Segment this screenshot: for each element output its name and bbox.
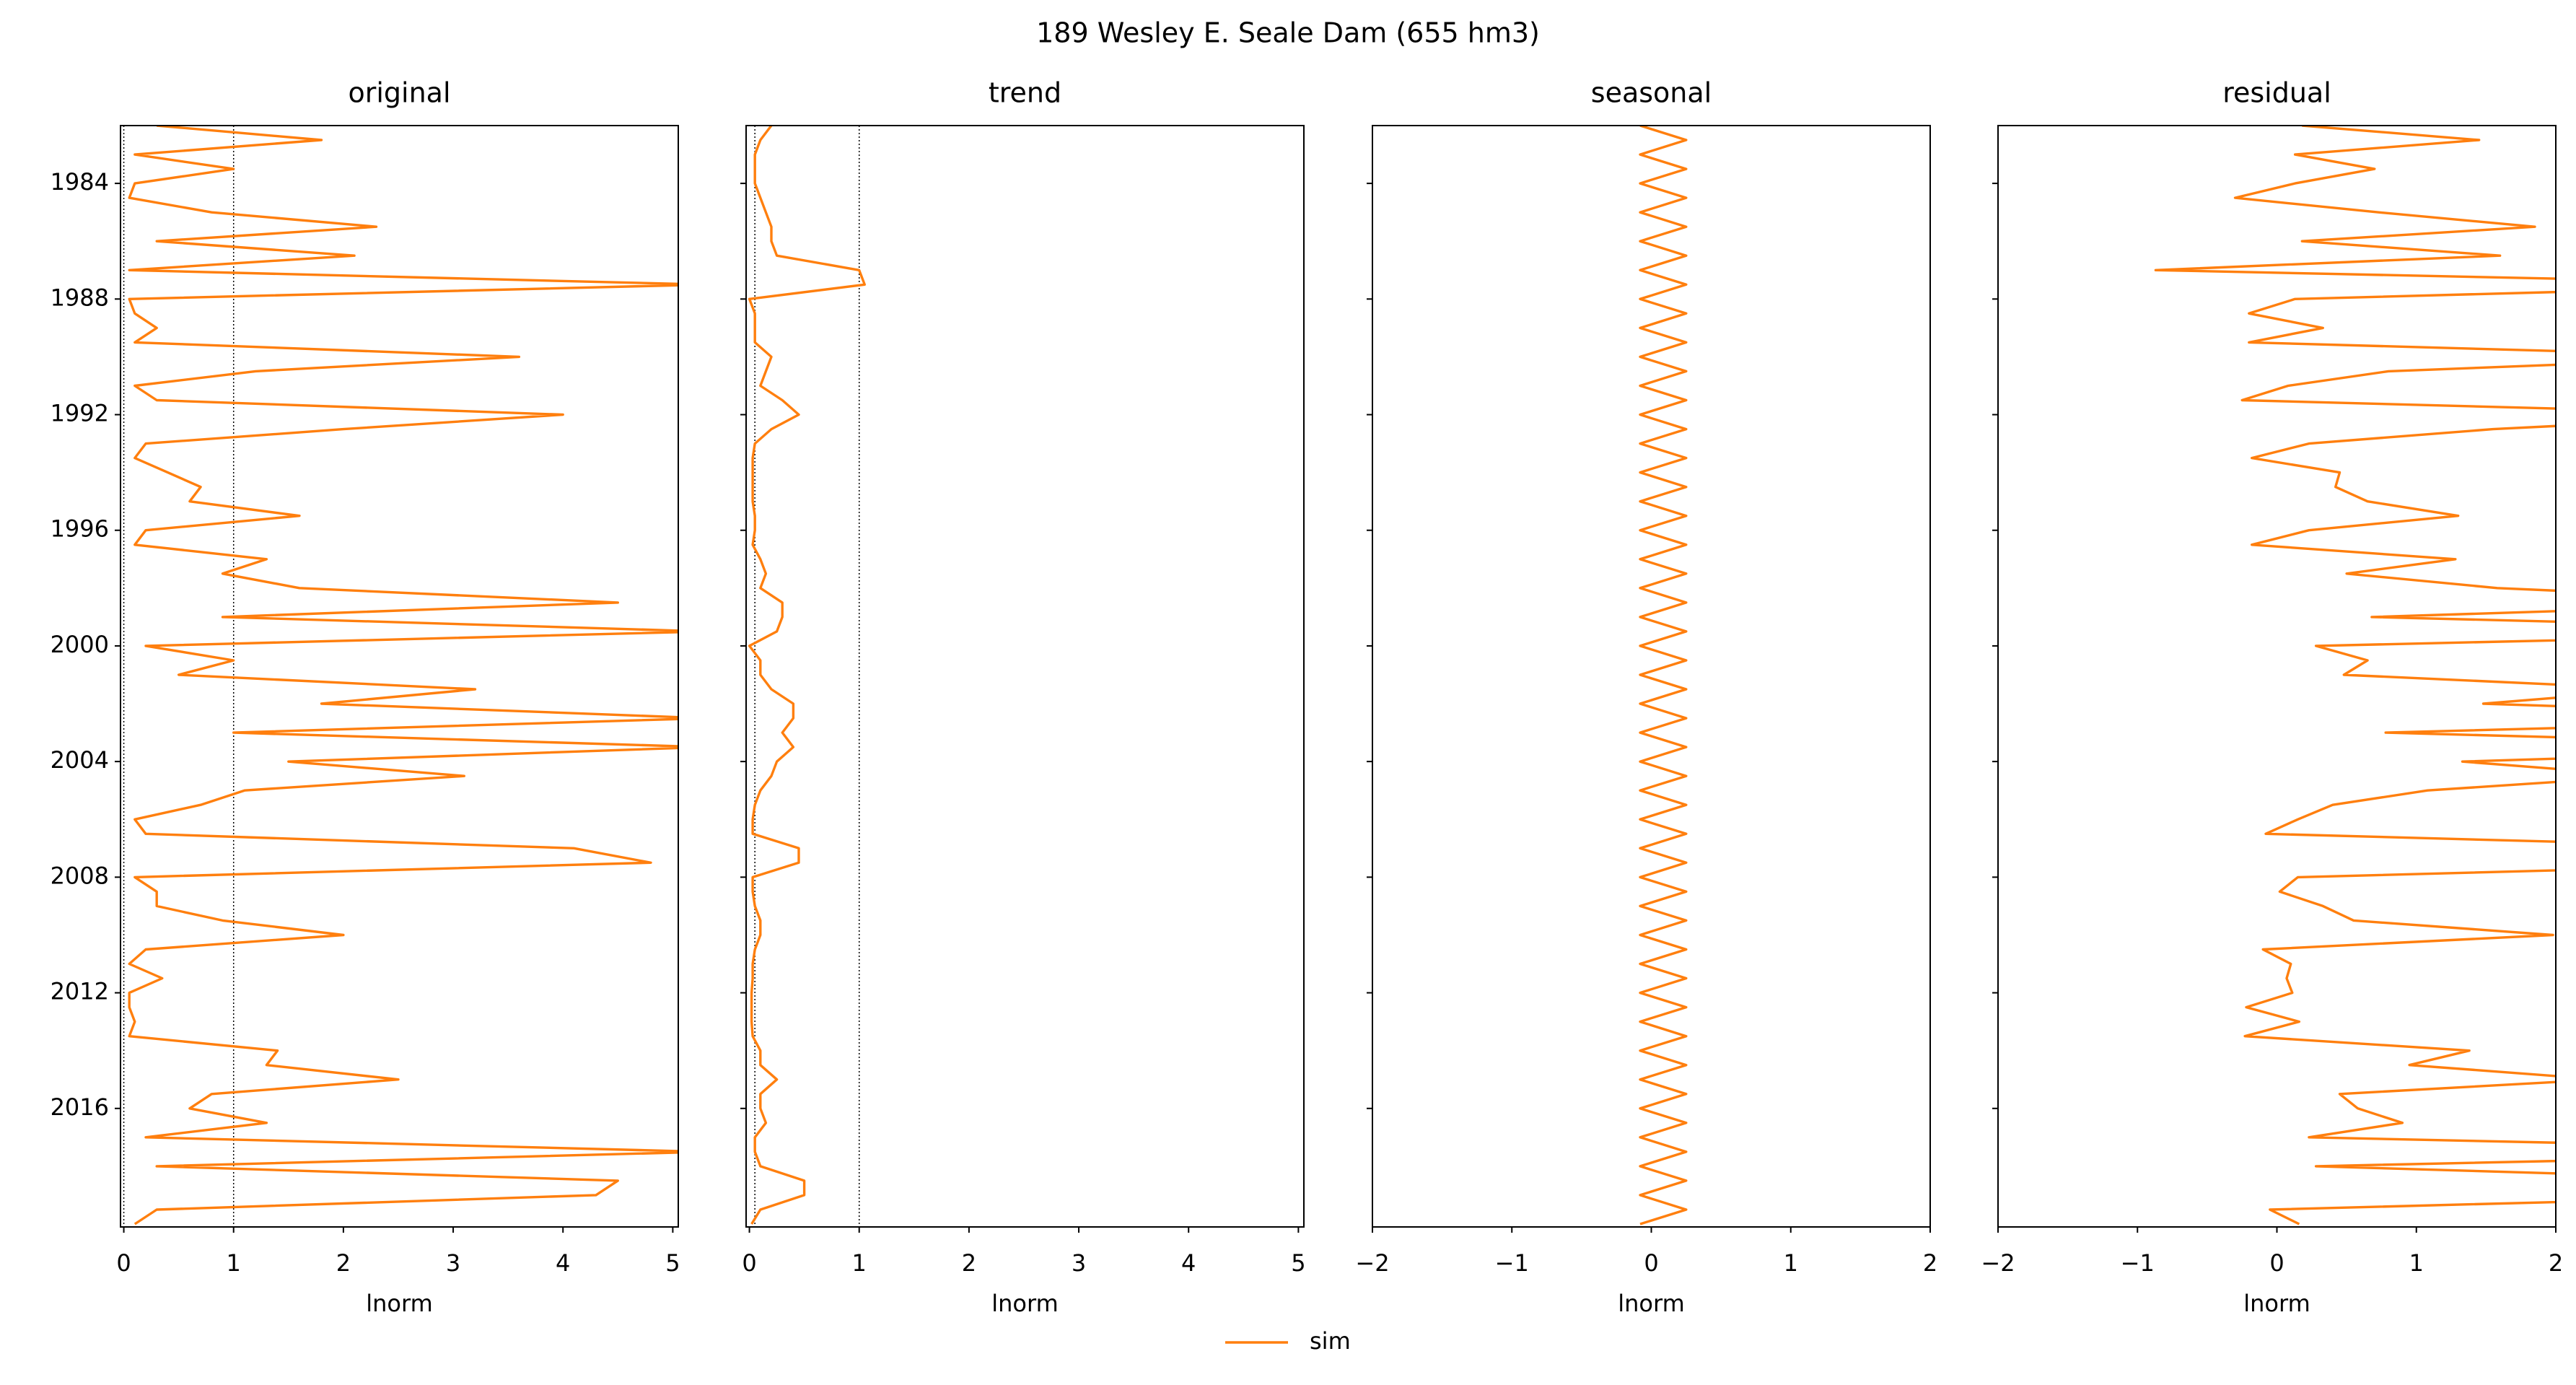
- value-tick-label: 1: [2409, 1249, 2424, 1277]
- value-tick-label: 5: [665, 1249, 680, 1277]
- series-line: [1639, 126, 1688, 1225]
- time-tick-label: 2004: [51, 746, 109, 774]
- time-tick-label: 2012: [51, 978, 109, 1005]
- panel-title: residual: [2222, 77, 2331, 109]
- value-tick-label: 2: [962, 1249, 976, 1277]
- value-tick-label: −1: [1495, 1249, 1529, 1277]
- value-tick-label: 0: [116, 1249, 131, 1277]
- series-line: [2154, 126, 2556, 1225]
- panel-frame: [1997, 125, 2557, 1228]
- value-tick-label: 4: [1181, 1249, 1196, 1277]
- x-axis-label: lnorm: [2243, 1290, 2310, 1317]
- panel-title: seasonal: [1591, 77, 1712, 109]
- time-tick-label: 1984: [51, 168, 109, 196]
- time-tick-label: 2008: [51, 862, 109, 889]
- value-tick-label: 2: [336, 1249, 351, 1277]
- value-tick-label: 0: [742, 1249, 756, 1277]
- value-tick-label: 2: [1923, 1249, 1937, 1277]
- value-tick-label: 4: [556, 1249, 570, 1277]
- x-axis-label: lnorm: [1618, 1290, 1685, 1317]
- time-tick-label: 2000: [51, 631, 109, 658]
- panel-title: trend: [989, 77, 1061, 109]
- value-tick-label: −2: [1981, 1249, 2015, 1277]
- time-tick-label: 1988: [51, 284, 109, 311]
- value-tick-label: 1: [1784, 1249, 1798, 1277]
- legend-label: sim: [1310, 1327, 1351, 1355]
- panel-title: original: [348, 77, 450, 109]
- value-tick-label: 5: [1291, 1249, 1305, 1277]
- panel-frame: [1372, 125, 1931, 1228]
- value-tick-label: 0: [2269, 1249, 2284, 1277]
- series-line: [128, 126, 678, 1225]
- value-tick-label: 0: [1644, 1249, 1658, 1277]
- value-tick-label: −2: [1355, 1249, 1389, 1277]
- panel-frame: [120, 125, 679, 1228]
- value-tick-label: 3: [1072, 1249, 1086, 1277]
- figure-title: 189 Wesley E. Seale Dam (655 hm3): [1036, 17, 1540, 49]
- value-tick-label: 1: [227, 1249, 241, 1277]
- value-tick-label: 1: [852, 1249, 867, 1277]
- time-tick-label: 1996: [51, 515, 109, 543]
- value-tick-label: 3: [446, 1249, 460, 1277]
- series-line: [748, 126, 866, 1225]
- x-axis-label: lnorm: [991, 1290, 1059, 1317]
- value-tick-label: 2: [2549, 1249, 2563, 1277]
- time-tick-label: 1992: [51, 400, 109, 427]
- value-tick-label: −1: [2121, 1249, 2155, 1277]
- time-tick-label: 2016: [51, 1093, 109, 1121]
- panel-frame: [745, 125, 1305, 1228]
- x-axis-label: lnorm: [366, 1290, 433, 1317]
